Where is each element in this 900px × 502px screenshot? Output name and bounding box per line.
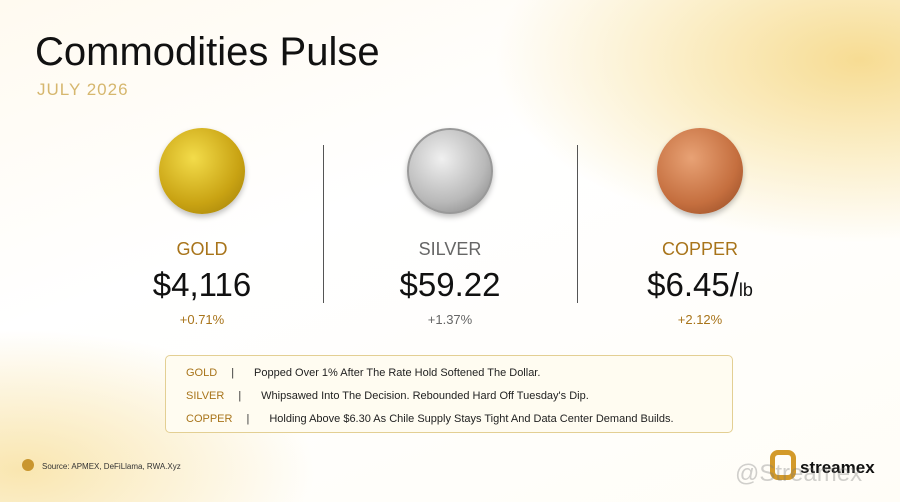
separator: | bbox=[231, 367, 235, 379]
change: +0.71% bbox=[179, 312, 225, 327]
commodity-name: SILVER bbox=[418, 239, 482, 259]
note-label: GOLD bbox=[186, 367, 218, 379]
note-text: Whipsawed Into The Decision. Rebounded H… bbox=[261, 390, 589, 402]
commodity: SILVER $59.22 +1.37% bbox=[325, 128, 575, 327]
note-text: Holding Above $6.30 As Chile Supply Stay… bbox=[269, 413, 674, 425]
silver-coin bbox=[407, 128, 493, 214]
watermark: @Streamex bbox=[735, 460, 863, 487]
note-row: SILVER | Whipsawed Into The Decision. Rebo… bbox=[186, 390, 589, 402]
note-label: SILVER bbox=[186, 390, 225, 402]
source: Source: APMEX, DeFiLlama, RWA.Xyz bbox=[42, 462, 181, 471]
globe-icon bbox=[22, 459, 34, 471]
title: Commodities Pulse bbox=[35, 30, 380, 74]
price: $59.22 bbox=[399, 266, 501, 303]
change: +1.37% bbox=[427, 312, 473, 327]
note-text: Popped Over 1% After The Rate Hold Softe… bbox=[254, 367, 541, 379]
gold-coin bbox=[159, 128, 245, 214]
commodity: GOLD $4,116 +0.71% bbox=[77, 128, 327, 327]
price: $4,116 bbox=[152, 266, 252, 303]
divider bbox=[577, 145, 578, 303]
commodity-name: GOLD bbox=[176, 239, 228, 259]
separator: | bbox=[238, 390, 242, 402]
unit: lb bbox=[738, 280, 753, 300]
commodity: COPPER $6.45/lb +2.12% bbox=[575, 128, 825, 327]
divider bbox=[323, 145, 324, 303]
note-row: GOLD | Popped Over 1% After The Rate Hold … bbox=[186, 367, 540, 379]
note-label: COPPER bbox=[186, 413, 233, 425]
logo: streamex bbox=[800, 458, 875, 477]
note-row: COPPER | Holding Above $6.30 As Chile Supp… bbox=[186, 413, 674, 425]
notes-box: GOLD | Popped Over 1% After The Rate Hold … bbox=[165, 355, 733, 433]
separator: | bbox=[246, 413, 250, 425]
change: +2.12% bbox=[677, 312, 723, 327]
price: $6.45/ bbox=[647, 266, 739, 303]
commodity-name: COPPER bbox=[661, 239, 739, 259]
price-block: $6.45/lb bbox=[575, 266, 825, 304]
logo-mark bbox=[770, 450, 796, 480]
copper-coin bbox=[657, 128, 743, 214]
subtitle: JULY 2026 bbox=[37, 80, 129, 99]
